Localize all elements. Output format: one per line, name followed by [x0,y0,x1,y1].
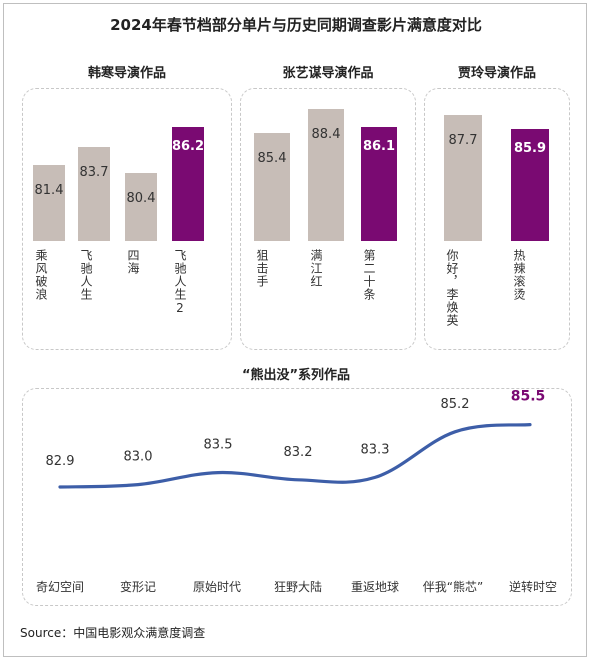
bar [172,126,204,241]
bar-value-label: 86.2 [171,138,205,154]
bar-category-label: 四海 [126,249,140,275]
bar-category-label: 狙击手 [255,249,269,288]
bar [361,127,397,241]
han-han-group-title: 韩寒导演作品 [87,66,166,81]
bar [308,108,344,241]
bar [78,146,110,241]
bar-category-label: 飞驰人生2 [173,249,187,316]
chart-title: 2024年春节档部分单片与历史同期调查影片满意度对比 [110,16,482,34]
bar-category-label: 热辣滚烫 [512,249,526,301]
bar-value-label: 88.4 [311,126,341,142]
jia-ling-panel [424,88,570,350]
zhang-yimou-panel [240,88,416,350]
bar-value-label: 81.4 [34,183,64,199]
bar [511,129,549,241]
bar [125,173,157,241]
source-note: Source：中国电影观众满意度调查 [20,626,206,640]
bar-value-label: 83.7 [79,164,109,180]
zhang-yimou-group-title: 张艺谋导演作品 [282,66,374,81]
bar-value-label: 80.4 [126,191,156,207]
bar-category-label: 满江红 [309,249,323,288]
xiong-chu-mo-panel [22,388,572,606]
bar-category-label: 飞驰人生 [79,249,93,301]
bar-value-label: 86.1 [362,139,396,155]
bar-value-label: 85.9 [513,141,547,157]
bar-value-label: 85.4 [257,151,287,167]
bar [254,133,290,241]
bar [444,114,482,241]
bar-value-label: 87.7 [448,132,478,148]
chart-frame [3,3,587,657]
bar-category-label: 第二十条 [362,249,376,301]
han-han-panel [22,88,232,350]
xiong-chu-mo-title: “熊出没”系列作品 [241,368,351,383]
bar-category-label: 乘风破浪 [34,249,48,301]
bar-category-label: 你好，李焕英 [445,249,459,327]
jia-ling-group-title: 贾玲导演作品 [457,66,536,81]
bar [33,165,65,241]
